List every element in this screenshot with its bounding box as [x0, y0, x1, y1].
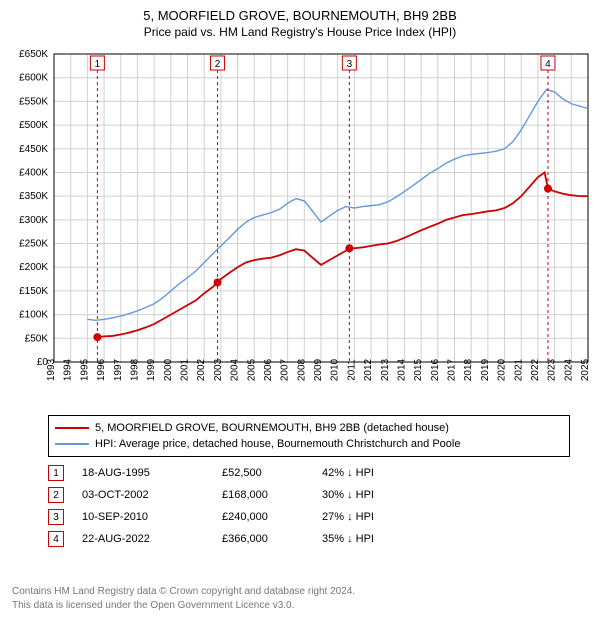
event-row: 3 10-SEP-2010£240,00027% ↓ HPI: [48, 506, 556, 528]
svg-text:£650K: £650K: [19, 49, 48, 60]
svg-text:£350K: £350K: [19, 191, 48, 202]
svg-text:£450K: £450K: [19, 144, 48, 155]
footer-line-2: This data is licensed under the Open Gov…: [12, 599, 355, 613]
event-date: 18-AUG-1995: [82, 467, 222, 479]
legend: 5, MOORFIELD GROVE, BOURNEMOUTH, BH9 2BB…: [48, 415, 570, 457]
svg-text:£150K: £150K: [19, 286, 48, 297]
legend-swatch-price: [55, 427, 89, 429]
event-date: 03-OCT-2002: [82, 489, 222, 501]
event-pct: 35% ↓ HPI: [322, 533, 442, 545]
event-marker: 3: [48, 509, 64, 525]
svg-text:£100K: £100K: [19, 310, 48, 321]
legend-label-hpi: HPI: Average price, detached house, Bour…: [95, 438, 460, 450]
svg-text:1: 1: [95, 59, 101, 70]
svg-text:£200K: £200K: [19, 262, 48, 273]
event-price: £240,000: [222, 511, 322, 523]
event-pct: 27% ↓ HPI: [322, 511, 442, 523]
event-price: £52,500: [222, 467, 322, 479]
event-pct: 30% ↓ HPI: [322, 489, 442, 501]
footer-line-1: Contains HM Land Registry data © Crown c…: [12, 585, 355, 599]
footer: Contains HM Land Registry data © Crown c…: [12, 585, 355, 612]
legend-label-price: 5, MOORFIELD GROVE, BOURNEMOUTH, BH9 2BB…: [95, 422, 449, 434]
chart-title-1: 5, MOORFIELD GROVE, BOURNEMOUTH, BH9 2BB: [0, 8, 600, 23]
event-marker: 2: [48, 487, 64, 503]
svg-text:£500K: £500K: [19, 120, 48, 131]
svg-text:£250K: £250K: [19, 239, 48, 250]
svg-text:4: 4: [545, 59, 551, 70]
svg-text:£400K: £400K: [19, 167, 48, 178]
svg-text:£50K: £50K: [25, 333, 49, 344]
price-chart: £0£50K£100K£150K£200K£250K£300K£350K£400…: [0, 48, 600, 408]
svg-text:£300K: £300K: [19, 215, 48, 226]
event-date: 10-SEP-2010: [82, 511, 222, 523]
svg-text:£550K: £550K: [19, 96, 48, 107]
svg-text:2: 2: [215, 59, 221, 70]
events-table: 1 18-AUG-1995£52,50042% ↓ HPI 2 03-OCT-2002…: [48, 462, 556, 550]
event-marker: 4: [48, 531, 64, 547]
event-price: £366,000: [222, 533, 322, 545]
event-pct: 42% ↓ HPI: [322, 467, 442, 479]
svg-text:£600K: £600K: [19, 73, 48, 84]
legend-swatch-hpi: [55, 443, 89, 445]
event-date: 22-AUG-2022: [82, 533, 222, 545]
event-marker: 1: [48, 465, 64, 481]
event-row: 2 03-OCT-2002£168,00030% ↓ HPI: [48, 484, 556, 506]
svg-text:3: 3: [347, 59, 353, 70]
event-row: 4 22-AUG-2022£366,00035% ↓ HPI: [48, 528, 556, 550]
event-price: £168,000: [222, 489, 322, 501]
event-row: 1 18-AUG-1995£52,50042% ↓ HPI: [48, 462, 556, 484]
chart-title-2: Price paid vs. HM Land Registry's House …: [0, 25, 600, 39]
